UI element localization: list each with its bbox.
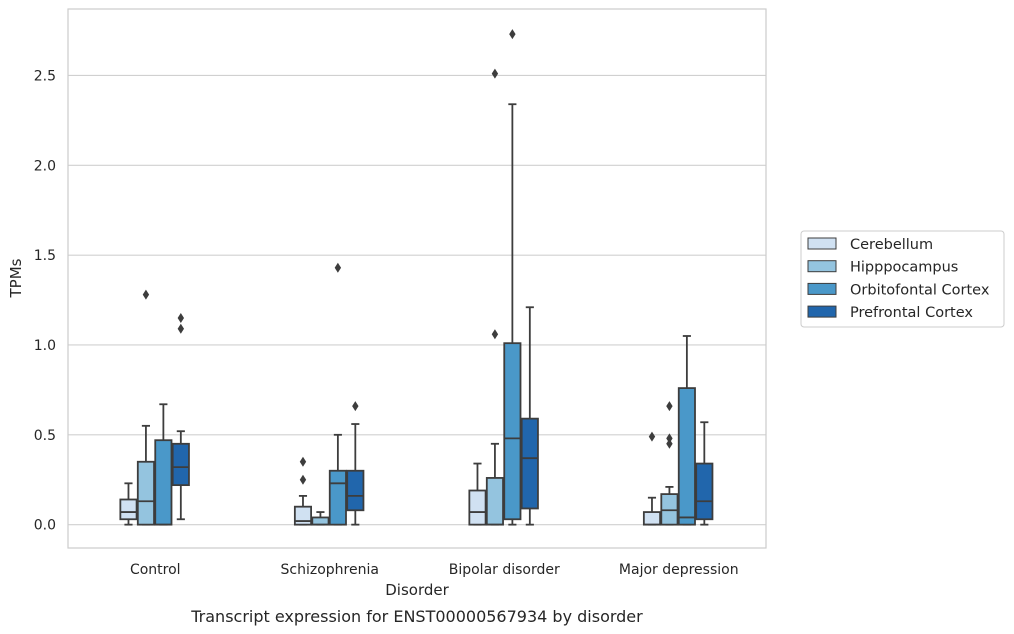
- series-group: [119, 431, 661, 526]
- outlier-point: [491, 329, 499, 340]
- box: [503, 342, 522, 521]
- series-group: [136, 68, 679, 526]
- grid-lines: [68, 74, 766, 526]
- box: [154, 439, 173, 526]
- x-tick-labels: Control Schizophrenia Bipolar disorder Majo…: [130, 562, 739, 578]
- x-tick-label: Schizophrenia: [281, 562, 379, 578]
- y-tick-labels: 0.0 0.5 1.0 1.5 2.0 2.5: [34, 68, 56, 533]
- box: [311, 516, 330, 526]
- y-tick-label: 2.5: [34, 68, 56, 84]
- outlier-point: [334, 262, 342, 273]
- outlier-point: [177, 323, 185, 334]
- x-tick-label: Control: [130, 562, 181, 578]
- y-tick-label: 0.5: [34, 428, 56, 444]
- legend-swatch: [807, 282, 837, 295]
- outlier-point: [299, 456, 307, 467]
- y-tick-label: 0.0: [34, 518, 56, 534]
- legend-label: Orbitofontal Cortex: [850, 282, 990, 298]
- legend-label: Prefrontal Cortex: [850, 305, 973, 321]
- x-tick-label: Major depression: [619, 562, 739, 578]
- legend-label: Hipppocampus: [850, 260, 958, 276]
- y-axis-label: TPMs: [7, 258, 25, 298]
- box: [485, 477, 504, 526]
- outlier-point: [666, 433, 673, 444]
- box: [642, 511, 661, 526]
- plot-area-frame: [67, 8, 767, 549]
- y-tick-label: 1.5: [34, 248, 56, 264]
- chart-caption: Transcript expression for ENST0000056793…: [190, 607, 643, 626]
- legend-label: Cerebellum: [850, 237, 933, 253]
- box: [171, 442, 190, 487]
- y-tick-label: 1.0: [34, 338, 56, 354]
- legend-swatch: [807, 260, 837, 273]
- outlier-point: [142, 289, 150, 300]
- series-group: [154, 29, 696, 526]
- outlier-point: [299, 474, 307, 485]
- outlier-point: [509, 29, 516, 40]
- box: [328, 469, 347, 526]
- y-tick-label: 2.0: [34, 158, 56, 174]
- series-group: [171, 306, 714, 526]
- box: [136, 460, 155, 526]
- outlier-point: [666, 401, 673, 412]
- x-axis-label: Disorder: [385, 581, 449, 599]
- x-tick-label: Bipolar disorder: [449, 562, 560, 578]
- outlier-point: [352, 401, 359, 412]
- legend-frame: [800, 230, 1005, 328]
- box-series: [119, 29, 714, 526]
- box: [119, 498, 138, 521]
- box: [520, 417, 539, 510]
- box: [346, 469, 365, 512]
- box: [677, 387, 696, 526]
- legend: Cerebellum Hipppocampus Orbitofontal Corte…: [800, 230, 1005, 328]
- outlier-point: [177, 313, 185, 324]
- legend-swatch: [807, 305, 837, 318]
- box: [695, 462, 714, 521]
- outlier-point: [666, 438, 673, 449]
- box: [468, 489, 487, 526]
- outlier-point: [648, 431, 656, 442]
- outlier-point: [491, 68, 499, 79]
- legend-swatch: [807, 237, 837, 250]
